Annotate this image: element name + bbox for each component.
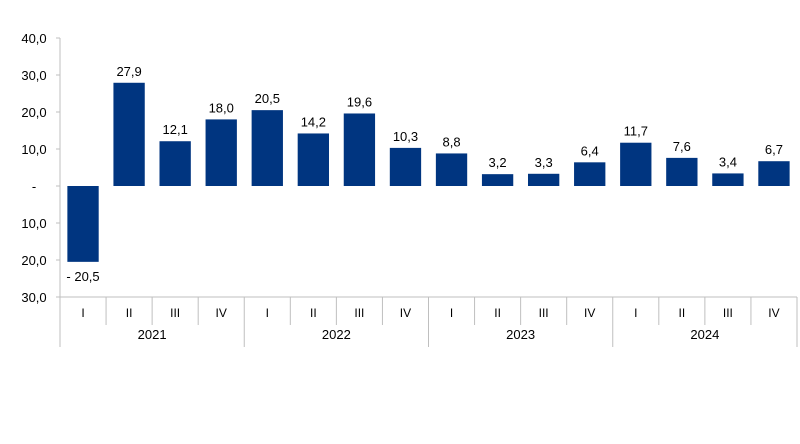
bar <box>113 82 145 186</box>
quarter-label: IV <box>400 306 411 320</box>
data-labels: - 20,5 27,9 12,1 18,0 20,5 14,2 19,6 10,3 8,8 3,2… <box>66 64 783 284</box>
bar <box>251 110 283 186</box>
bar <box>67 186 99 262</box>
quarter-label: III <box>539 306 549 320</box>
bar <box>435 153 468 186</box>
quarter-label: IV <box>584 306 595 320</box>
year-label: 2023 <box>506 327 535 342</box>
quarter-label: I <box>634 306 637 320</box>
data-label: 18,0 <box>209 100 234 115</box>
bar <box>205 119 237 186</box>
data-label: 14,2 <box>301 114 326 129</box>
y-tick-label: 30,0 <box>21 290 46 305</box>
data-label: 20,5 <box>255 91 280 106</box>
data-label: 10,3 <box>393 129 418 144</box>
data-label: 6,7 <box>765 142 783 157</box>
quarter-label: I <box>450 306 453 320</box>
quarter-label: III <box>723 306 733 320</box>
data-label: 19,6 <box>347 94 372 109</box>
data-label: 3,3 <box>535 155 553 170</box>
bar <box>527 173 560 186</box>
quarter-label: II <box>310 306 317 320</box>
bar <box>666 157 698 186</box>
y-tick-label: 30,0 <box>21 68 46 83</box>
y-tick-label: 20,0 <box>21 105 46 120</box>
data-label: 27,9 <box>116 64 141 79</box>
y-axis: 40,0 30,0 20,0 10,0 - 10,0 20,0 30,0 <box>21 31 61 305</box>
bar <box>481 174 514 186</box>
data-label: 6,4 <box>581 143 599 158</box>
data-label: 3,2 <box>489 155 507 170</box>
bar <box>574 162 606 186</box>
bars <box>67 82 790 262</box>
data-label: - 20,5 <box>66 269 99 284</box>
data-label: 7,6 <box>673 139 691 154</box>
bar <box>343 113 376 186</box>
data-label: 8,8 <box>442 134 460 149</box>
bar <box>620 142 652 186</box>
data-label: 11,7 <box>624 124 648 139</box>
y-tick-label: 40,0 <box>21 31 46 46</box>
quarter-label: III <box>170 306 180 320</box>
quarter-label: IV <box>768 306 779 320</box>
bar <box>389 147 422 186</box>
quarter-label: II <box>126 306 133 320</box>
quarter-label: I <box>81 306 84 320</box>
quarter-label: I <box>266 306 269 320</box>
bar <box>159 141 191 186</box>
quarter-label: IV <box>216 306 227 320</box>
data-label: 12,1 <box>163 122 188 137</box>
quarter-label: III <box>354 306 364 320</box>
year-label: 2022 <box>322 327 351 342</box>
y-tick-label: 10,0 <box>21 142 46 157</box>
quarter-label: II <box>494 306 501 320</box>
bar <box>712 173 744 186</box>
quarter-label: II <box>679 306 686 320</box>
year-label: 2024 <box>690 327 719 342</box>
bar <box>758 161 790 186</box>
year-label: 2021 <box>138 327 167 342</box>
data-label: 3,4 <box>719 154 737 169</box>
y-tick-label: 20,0 <box>21 253 46 268</box>
bar <box>297 133 330 186</box>
y-tick-label: 10,0 <box>21 216 46 231</box>
y-tick-label: - <box>32 179 36 194</box>
